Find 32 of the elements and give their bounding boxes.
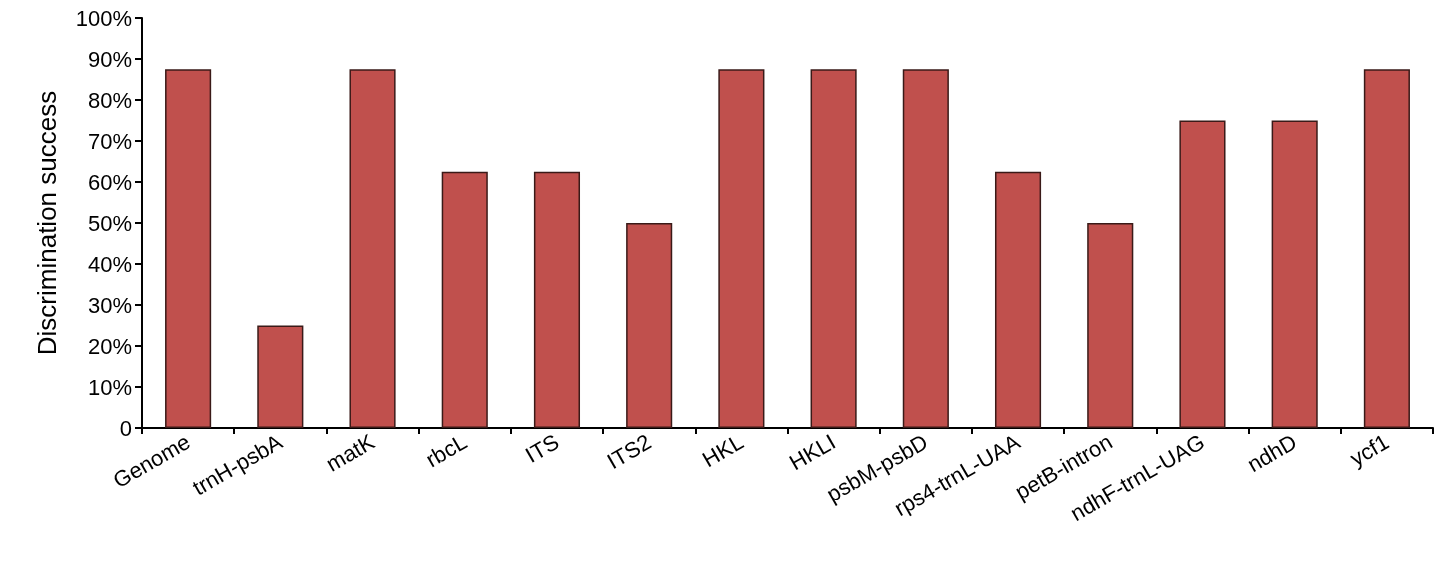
x-tick-label: ndhD [1242, 429, 1301, 478]
bar [257, 325, 304, 428]
y-tick-label: 50% [87, 210, 132, 236]
x-tick-label: ITS [521, 429, 564, 468]
y-tick-label: 100% [75, 5, 132, 31]
bar [810, 69, 857, 428]
bar [349, 69, 396, 428]
y-tick-label: 90% [87, 46, 132, 72]
y-tick-label: 30% [87, 292, 132, 318]
bar [626, 223, 673, 428]
y-tick-label: 70% [87, 128, 132, 154]
bar [441, 171, 488, 428]
bar [533, 171, 581, 428]
y-tick-label: 10% [87, 374, 132, 400]
x-tick-label: ycf1 [1345, 429, 1394, 471]
bar [1179, 120, 1226, 428]
bar [902, 69, 949, 428]
bar [1363, 69, 1410, 428]
bar [718, 69, 765, 428]
y-tick-label: 40% [87, 251, 132, 277]
x-tick-label: rbcL [421, 429, 471, 473]
bar [994, 171, 1042, 428]
x-tick-label: HKL [698, 429, 748, 473]
bar [1087, 223, 1134, 428]
y-tick-label: 60% [87, 169, 132, 195]
y-tick-label: 80% [87, 87, 132, 113]
x-tick-label: ITS2 [602, 429, 656, 475]
bar [165, 69, 212, 428]
y-tick-label: 20% [87, 333, 132, 359]
bar [1271, 120, 1318, 428]
y-tick-label: 0 [119, 415, 132, 441]
y-axis-title: Discrimination success [32, 90, 62, 356]
